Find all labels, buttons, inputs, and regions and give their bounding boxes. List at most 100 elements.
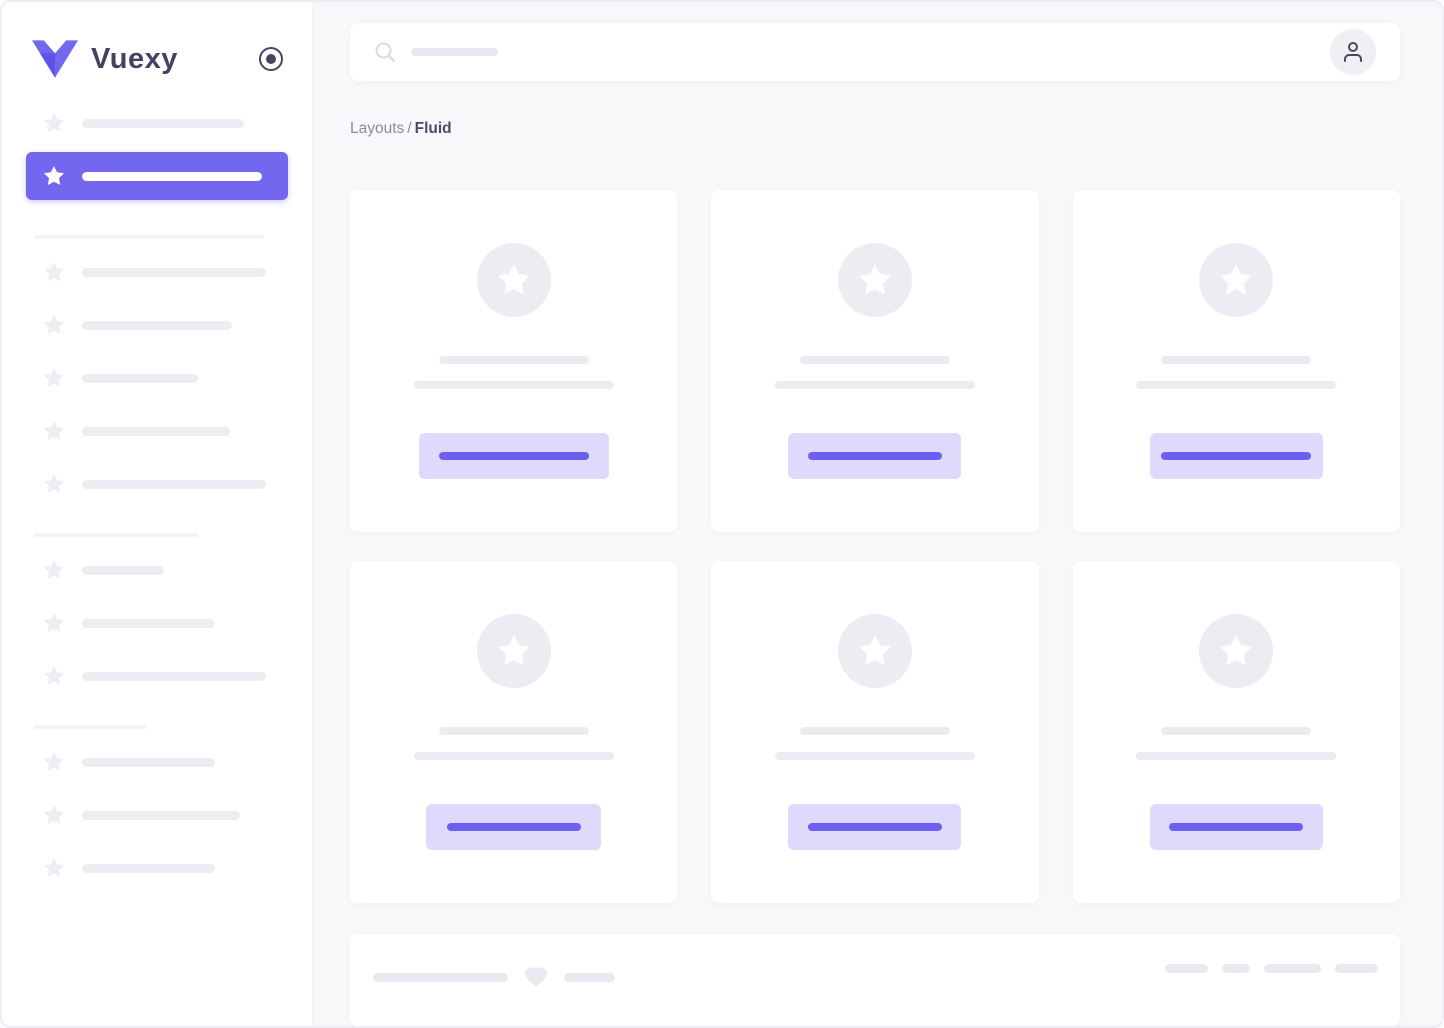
star-icon (44, 113, 64, 133)
heart-icon (522, 964, 550, 990)
star-icon (44, 262, 64, 282)
skeleton-bar (82, 810, 240, 820)
sidebar-item-skeleton[interactable] (26, 854, 288, 882)
star-icon (44, 315, 64, 335)
star-avatar-placeholder (837, 243, 912, 318)
topbar (350, 23, 1400, 82)
button-label-skeleton (807, 452, 942, 461)
person-icon (1344, 42, 1362, 63)
star-icon (44, 805, 64, 825)
star-icon (859, 635, 891, 666)
button-label-skeleton (1161, 452, 1312, 461)
search-icon (375, 42, 395, 63)
skeleton-text-line (1161, 356, 1312, 365)
sidebar-item-skeleton[interactable] (26, 801, 288, 829)
star-avatar-placeholder (476, 243, 551, 318)
sidebar-item-active[interactable] (26, 152, 288, 200)
skeleton-text-line (774, 381, 975, 390)
demo-card (1072, 561, 1400, 904)
sidebar: Vuexy (2, 2, 313, 1026)
star-icon (1220, 635, 1253, 666)
search-placeholder-skeleton (411, 48, 498, 57)
skeleton-bar (82, 757, 215, 767)
star-avatar-placeholder (837, 614, 912, 689)
skeleton-text-line (438, 356, 589, 365)
breadcrumb: Layouts / Fluid (350, 119, 1400, 138)
star-icon (1220, 264, 1253, 295)
main-content: Layouts / Fluid (313, 2, 1442, 1026)
card-action-button[interactable] (426, 804, 602, 851)
skeleton-text-line (1136, 752, 1337, 761)
skeleton-bar (1264, 964, 1321, 974)
sidebar-item-skeleton[interactable] (26, 311, 288, 339)
sidebar-item-skeleton[interactable] (26, 470, 288, 498)
skeleton-bar (82, 479, 266, 489)
sidebar-item-skeleton[interactable] (26, 609, 288, 637)
card-action-button[interactable] (418, 433, 609, 480)
star-icon (44, 474, 64, 494)
menu-section-divider (34, 235, 264, 239)
demo-card (711, 190, 1039, 533)
skeleton-text-line (774, 752, 975, 761)
star-icon (44, 560, 64, 580)
demo-card (350, 561, 678, 904)
demo-card (350, 190, 678, 533)
sidebar-menu (2, 78, 312, 882)
skeleton-text-line (413, 381, 614, 390)
skeleton-bar (82, 171, 262, 181)
star-icon (44, 858, 64, 878)
skeleton-text-line (1161, 727, 1312, 736)
brand-logo[interactable]: Vuexy (2, 2, 312, 78)
skeleton-bar (82, 618, 215, 628)
button-label-skeleton (1169, 823, 1304, 832)
sidebar-item-skeleton[interactable] (26, 109, 288, 137)
search-input[interactable] (374, 41, 1330, 63)
skeleton-bar (82, 426, 230, 436)
skeleton-bar (82, 671, 266, 681)
sidebar-item-skeleton[interactable] (26, 556, 288, 584)
menu-section-divider (34, 725, 146, 729)
breadcrumb-separator: / (407, 120, 412, 138)
sidebar-item-skeleton[interactable] (26, 364, 288, 392)
sidebar-pin-toggle[interactable] (258, 46, 284, 72)
skeleton-text-line (413, 752, 614, 761)
sidebar-item-skeleton[interactable] (26, 662, 288, 690)
brand-name: Vuexy (91, 42, 178, 75)
user-menu-button[interactable] (1330, 29, 1376, 76)
sidebar-item-skeleton[interactable] (26, 417, 288, 445)
card-action-button[interactable] (788, 433, 962, 480)
footer-right-group (1165, 964, 1378, 974)
star-icon (44, 421, 64, 441)
skeleton-text-line (1136, 381, 1337, 390)
skeleton-bar (82, 373, 198, 383)
star-icon (44, 368, 64, 388)
vuexy-logo-icon (32, 40, 78, 78)
star-icon (859, 264, 891, 295)
skeleton-bar (373, 972, 508, 982)
star-icon (44, 666, 64, 686)
skeleton-bar (1335, 964, 1378, 974)
skeleton-text-line (438, 727, 589, 736)
footer-card (350, 934, 1400, 1026)
card-action-button[interactable] (1149, 433, 1323, 480)
breadcrumb-item-layouts[interactable]: Layouts (350, 120, 405, 138)
footer-left-group (373, 964, 615, 990)
button-label-skeleton (446, 823, 581, 832)
skeleton-text-line (799, 356, 950, 365)
star-avatar-placeholder (1199, 243, 1274, 318)
skeleton-bar (1222, 964, 1250, 974)
skeleton-bar (82, 118, 244, 128)
button-label-skeleton (438, 452, 589, 461)
skeleton-bar (1165, 964, 1208, 974)
star-avatar-placeholder (1199, 614, 1274, 689)
star-icon (497, 635, 530, 666)
skeleton-bar (564, 972, 615, 982)
card-action-button[interactable] (788, 804, 962, 851)
radio-dot-icon (259, 47, 283, 71)
star-icon (44, 752, 64, 772)
sidebar-item-skeleton[interactable] (26, 258, 288, 286)
card-action-button[interactable] (1149, 804, 1323, 851)
sidebar-item-skeleton[interactable] (26, 748, 288, 776)
cards-grid (350, 190, 1400, 904)
